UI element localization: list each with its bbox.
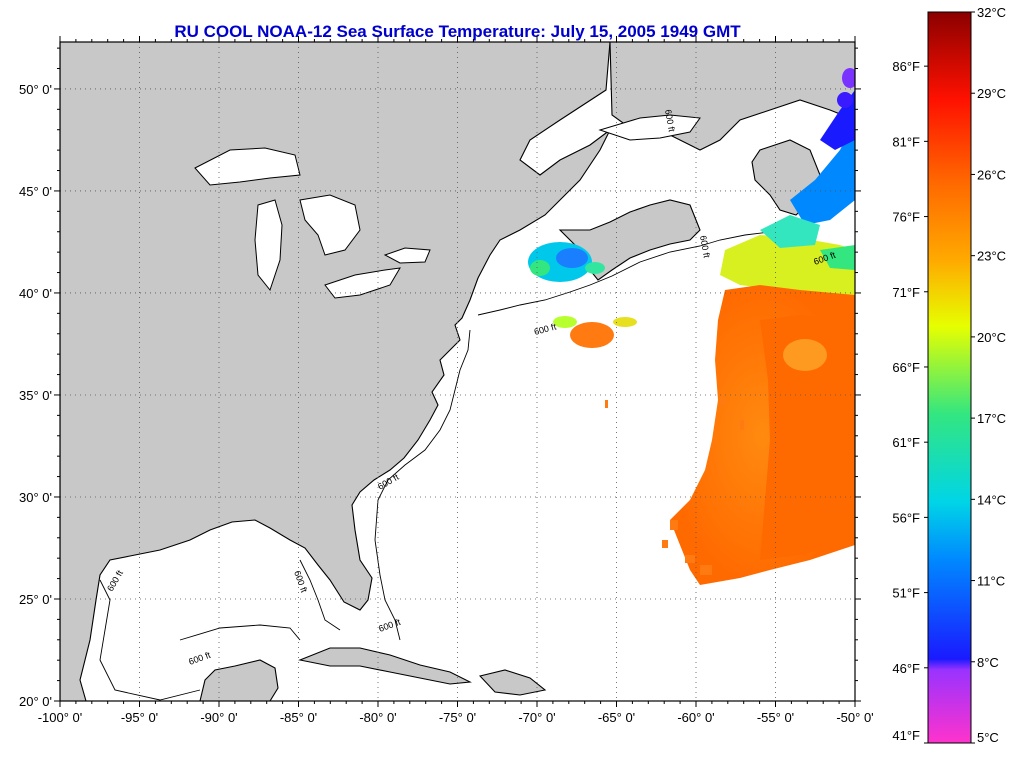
colorbar-celsius-label: 17°C xyxy=(977,411,1006,426)
lat-label: 25° 0' xyxy=(19,592,52,607)
lon-label: -75° 0' xyxy=(439,710,476,725)
great-lakes xyxy=(194,114,701,299)
colorbar-celsius-label: 8°C xyxy=(977,655,999,670)
colorbar-celsius-label: 23°C xyxy=(977,249,1006,264)
colorbar-fahrenheit-label: 86°F xyxy=(892,59,920,74)
lat-label: 20° 0' xyxy=(19,694,52,709)
colorbar-celsius-label: 20°C xyxy=(977,330,1006,345)
sst-gulf-stream-core xyxy=(760,315,855,560)
land-yucatan xyxy=(199,659,279,701)
lat-label: 45° 0' xyxy=(19,184,52,199)
lon-label: -85° 0' xyxy=(280,710,317,725)
colorbar-fahrenheit-label: 61°F xyxy=(892,435,920,450)
colorbar-celsius-label: 14°C xyxy=(977,492,1006,507)
colorbar-fahrenheit-labels: 86°F 81°F 76°F 71°F 66°F 61°F 56°F 51°F 46°F 41°F xyxy=(892,59,920,743)
colorbar-fahrenheit-label: 81°F xyxy=(892,134,920,149)
colorbar-fahrenheit-label: 56°F xyxy=(892,510,920,525)
isobath-label: 600 ft xyxy=(698,235,712,259)
lon-label: -90° 0' xyxy=(200,710,237,725)
lon-label: -60° 0' xyxy=(677,710,714,725)
land-north-america xyxy=(60,42,611,701)
sst-cool-gulf-of-maine xyxy=(528,242,605,282)
colorbar-celsius-label: 11°C xyxy=(977,574,1005,589)
colorbar-celsius-label: 32°C xyxy=(977,5,1006,20)
colorbar xyxy=(927,11,972,744)
colorbar-ticks xyxy=(924,11,975,744)
colorbar-fahrenheit-label: 41°F xyxy=(892,728,920,743)
sst-labrador xyxy=(790,68,855,225)
colorbar-fahrenheit-label: 71°F xyxy=(892,285,920,300)
axis-ticks xyxy=(54,36,861,707)
sst-eddy xyxy=(553,316,637,348)
sst-warm-ring xyxy=(783,339,827,371)
colorbar-celsius-label: 29°C xyxy=(977,86,1006,101)
lon-label: -65° 0' xyxy=(598,710,635,725)
lon-label: -100° 0' xyxy=(38,710,83,725)
lon-label: -70° 0' xyxy=(518,710,555,725)
lat-label: 50° 0' xyxy=(19,82,52,97)
longitude-labels: -100° 0' -95° 0' -90° 0' -85° 0' -80° 0' -75°… xyxy=(38,710,874,725)
lon-label: -55° 0' xyxy=(757,710,794,725)
lon-label: -95° 0' xyxy=(121,710,158,725)
isobath-label: 600 ft xyxy=(663,109,677,133)
colorbar-fahrenheit-label: 76°F xyxy=(892,210,920,225)
colorbar-fahrenheit-label: 46°F xyxy=(892,661,920,676)
lon-label: -80° 0' xyxy=(359,710,396,725)
colorbar-fahrenheit-label: 66°F xyxy=(892,360,920,375)
colorbar-celsius-label: 26°C xyxy=(977,167,1006,182)
colorbar-fahrenheit-label: 51°F xyxy=(892,586,920,601)
map-title: RU COOL NOAA-12 Sea Surface Temperature:… xyxy=(174,22,741,41)
sst-transition xyxy=(720,215,855,300)
latitude-labels: 20° 0' 25° 0' 30° 0' 35° 0' 40° 0' 45° 0' 50° … xyxy=(19,82,52,709)
colorbar-celsius-labels: 32°C 29°C 26°C 23°C 20°C 17°C 14°C 11°C 8°C 5°C xyxy=(977,5,1006,745)
lat-label: 40° 0' xyxy=(19,286,52,301)
lon-label: -50° 0' xyxy=(836,710,873,725)
land-cuba xyxy=(298,647,472,685)
colorbar-celsius-label: 5°C xyxy=(977,730,999,745)
lat-label: 30° 0' xyxy=(19,490,52,505)
isobath-contours xyxy=(99,231,771,701)
lat-label: 35° 0' xyxy=(19,388,52,403)
sst-scatter xyxy=(605,398,744,575)
land-hispaniola xyxy=(478,669,547,696)
